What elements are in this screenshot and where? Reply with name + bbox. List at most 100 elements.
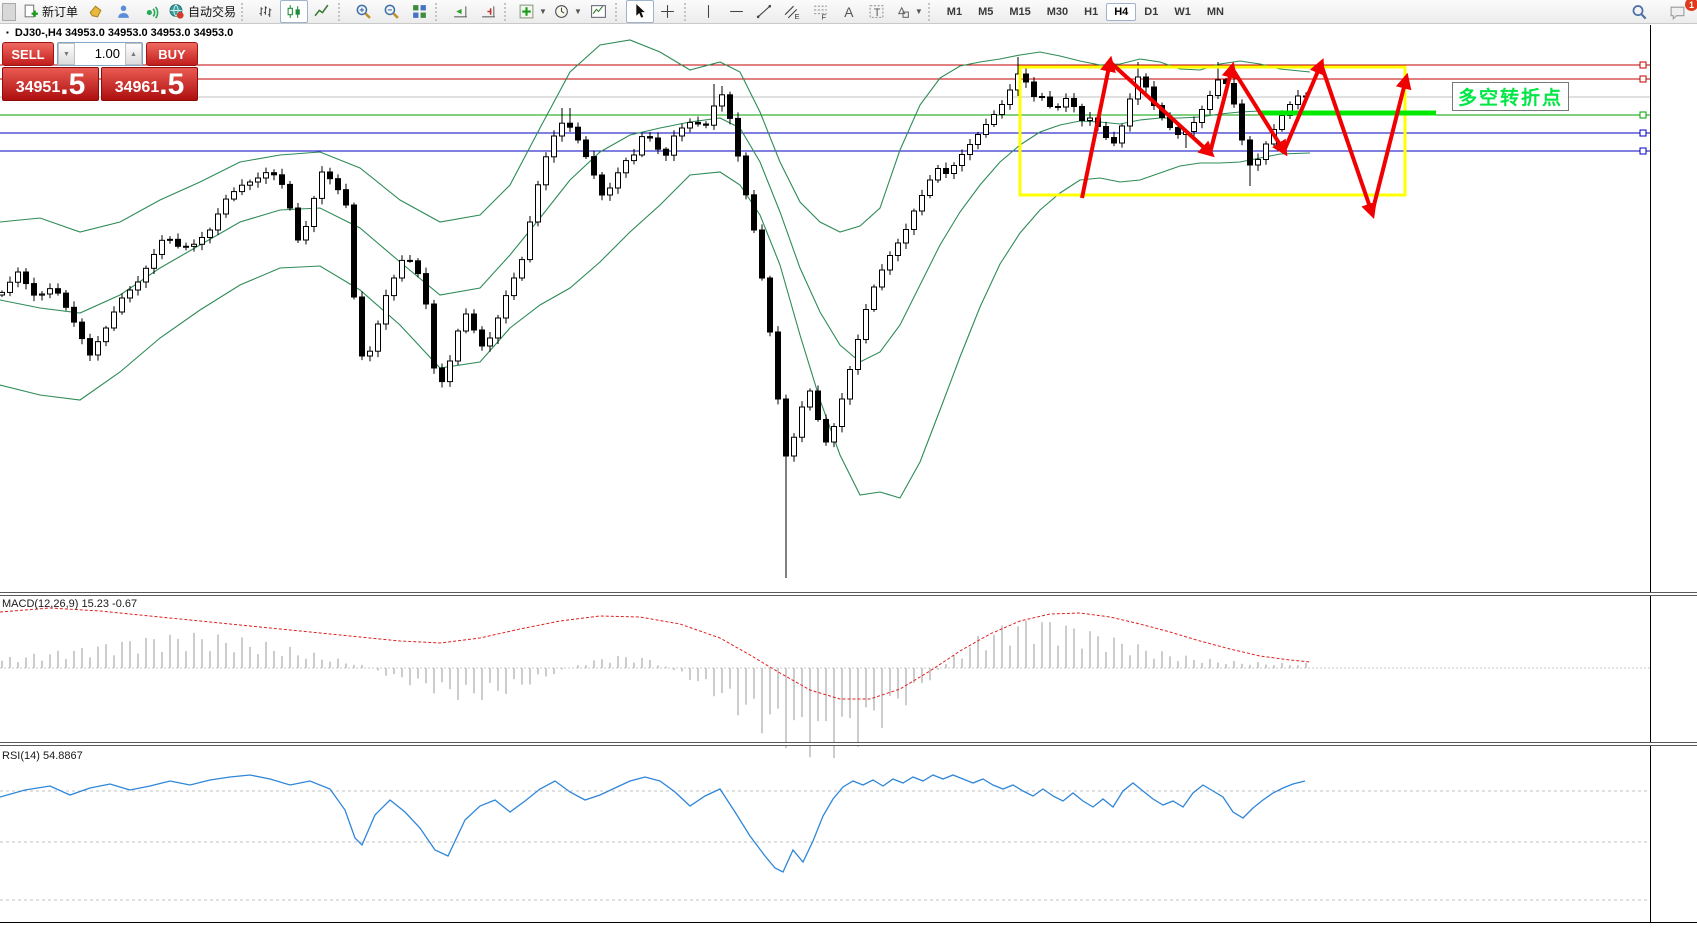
- candle: [679, 127, 685, 137]
- candle: [855, 339, 861, 370]
- candle: [655, 137, 661, 150]
- vertical-line-button[interactable]: [695, 0, 723, 23]
- notifications-button[interactable]: 1: [1663, 0, 1697, 24]
- candlestick-button[interactable]: [280, 0, 309, 23]
- volume-down-button[interactable]: ▼: [58, 43, 75, 65]
- zoom-out-button[interactable]: [377, 0, 405, 23]
- candle: [623, 160, 629, 174]
- auto-scroll-icon: [452, 3, 469, 20]
- timeframe-m1-label: M1: [946, 5, 963, 18]
- zoom-in-button[interactable]: [349, 0, 377, 23]
- dropdown-arrow-icon: ▼: [539, 7, 547, 16]
- svg-text:T: T: [874, 7, 881, 19]
- buy-button[interactable]: BUY: [146, 42, 198, 66]
- candle: [1255, 159, 1261, 166]
- volume-input[interactable]: 1.00: [94, 46, 120, 61]
- terminal-button[interactable]: [109, 0, 137, 23]
- new-order-button-label: 新订单: [42, 5, 79, 19]
- timeframe-m30[interactable]: M30: [1039, 3, 1076, 21]
- candle: [879, 269, 885, 288]
- turning-point-annotation: 多空转折点: [1452, 82, 1570, 111]
- candle: [1071, 98, 1077, 107]
- volume-up-button[interactable]: ▲: [125, 43, 142, 65]
- candle: [399, 259, 405, 279]
- level-lines: [0, 61, 1650, 155]
- line-chart-button[interactable]: [308, 0, 336, 23]
- periods-button[interactable]: ▼: [550, 0, 585, 23]
- periods-icon: [553, 3, 570, 20]
- new-order-button[interactable]: 新订单: [19, 0, 81, 23]
- notification-badge: 1: [1685, 0, 1697, 11]
- auto-trading-button[interactable]: 自动交易: [165, 0, 239, 23]
- sell-button[interactable]: SELL: [2, 42, 54, 66]
- sell-price-display[interactable]: 34951 .5: [2, 67, 99, 101]
- terminal-icon: [115, 3, 132, 20]
- candle: [927, 179, 933, 196]
- bollinger-upper: [0, 39, 1311, 233]
- timeframe-m5[interactable]: M5: [970, 3, 1001, 21]
- candle: [391, 277, 397, 297]
- pane-separator-rsi[interactable]: [0, 742, 1697, 746]
- chart-shift-button[interactable]: [474, 0, 502, 23]
- candle: [727, 94, 733, 119]
- candle: [47, 288, 53, 295]
- trendline-button[interactable]: [751, 0, 779, 23]
- horizontal-line-button[interactable]: [723, 0, 751, 23]
- toolbar-separator: [683, 2, 691, 21]
- cursor-button[interactable]: [625, 0, 654, 23]
- timeframe-m15[interactable]: M15: [1001, 3, 1038, 21]
- candle: [455, 330, 461, 362]
- rsi-pane: [0, 774, 1650, 901]
- candle: [719, 94, 725, 107]
- chart-shift-icon: [480, 3, 497, 20]
- timeframe-mn[interactable]: MN: [1199, 3, 1232, 21]
- cursor-icon: [631, 3, 648, 20]
- candle: [663, 148, 669, 156]
- bar-chart-button[interactable]: [252, 0, 280, 23]
- candle: [1007, 89, 1013, 105]
- signal-button[interactable]: [137, 0, 165, 23]
- search-button[interactable]: [1625, 1, 1653, 24]
- text-button[interactable]: A: [835, 0, 863, 23]
- candle: [1207, 95, 1213, 110]
- candle: [695, 121, 701, 125]
- candle: [735, 117, 741, 157]
- timeframe-h1[interactable]: H1: [1076, 3, 1106, 21]
- candle: [119, 297, 125, 313]
- candle: [1215, 79, 1221, 96]
- timeframe-h4[interactable]: H4: [1106, 2, 1137, 21]
- candle: [711, 105, 717, 126]
- indicators-window-icon: [590, 3, 607, 20]
- new-chart-button[interactable]: ▼: [515, 0, 550, 23]
- timeframe-mn-label: MN: [1206, 5, 1224, 18]
- candle: [1119, 125, 1125, 144]
- candle: [1031, 81, 1037, 97]
- candle: [423, 273, 429, 305]
- auto-scroll-button[interactable]: [446, 0, 474, 23]
- candle: [383, 295, 389, 325]
- sell-price-frac: .5: [60, 68, 86, 101]
- indicators-window-button[interactable]: [585, 0, 613, 23]
- user-drawings[interactable]: [1018, 55, 1436, 220]
- pane-separator-macd[interactable]: [0, 592, 1697, 596]
- fibonacci-button[interactable]: F: [807, 0, 835, 23]
- bar-chart-icon: [258, 3, 275, 20]
- timeframe-m1[interactable]: M1: [939, 3, 970, 21]
- candle: [759, 229, 765, 279]
- text-icon: A: [840, 3, 857, 20]
- timeframe-w1[interactable]: W1: [1166, 3, 1199, 21]
- candle: [327, 171, 333, 180]
- tile-windows-button[interactable]: [405, 0, 433, 23]
- line-end-marker: [1639, 75, 1647, 83]
- text-label-button[interactable]: T: [863, 0, 891, 23]
- buy-price-display[interactable]: 34961 .5: [101, 67, 198, 101]
- candle: [519, 259, 525, 279]
- shapes-button[interactable]: ▼: [891, 0, 926, 23]
- candle: [863, 309, 869, 340]
- candle: [767, 277, 773, 333]
- timeframe-d1[interactable]: D1: [1136, 3, 1166, 21]
- crosshair-button[interactable]: [654, 0, 682, 23]
- equidistant-channel-button[interactable]: E: [779, 0, 807, 23]
- candle: [911, 210, 917, 230]
- quotes-button[interactable]: [81, 0, 109, 23]
